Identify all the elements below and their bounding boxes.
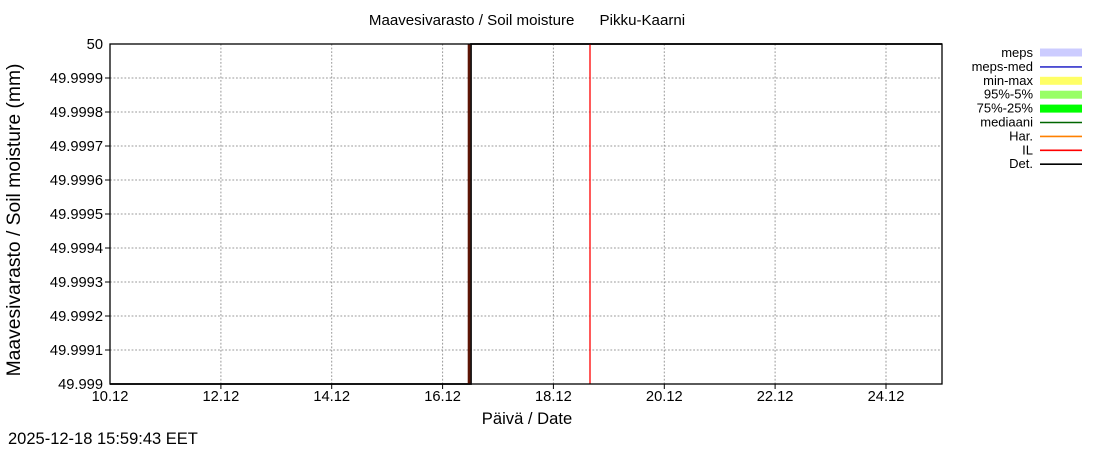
svg-text:20.12: 20.12 bbox=[646, 389, 683, 405]
svg-text:12.12: 12.12 bbox=[203, 389, 240, 405]
svg-text:75%-25%: 75%-25% bbox=[977, 101, 1034, 116]
svg-text:18.12: 18.12 bbox=[535, 389, 572, 405]
svg-text:49.9996: 49.9996 bbox=[50, 173, 103, 189]
svg-text:Maavesivarasto / Soil moisture: Maavesivarasto / Soil moisture (mm) bbox=[4, 64, 25, 377]
svg-text:49.9999: 49.9999 bbox=[50, 71, 103, 87]
svg-text:min-max: min-max bbox=[983, 73, 1033, 88]
svg-text:2025-12-18 15:59:43 EET: 2025-12-18 15:59:43 EET bbox=[8, 430, 198, 448]
svg-text:Maavesivarasto / Soil moisture: Maavesivarasto / Soil moisture Pikku-Kaa… bbox=[369, 12, 685, 29]
svg-text:50: 50 bbox=[87, 37, 103, 53]
svg-text:mediaani: mediaani bbox=[980, 115, 1033, 130]
svg-text:meps: meps bbox=[1001, 45, 1033, 60]
svg-text:49.9995: 49.9995 bbox=[50, 207, 103, 223]
svg-text:14.12: 14.12 bbox=[313, 389, 350, 405]
svg-text:16.12: 16.12 bbox=[424, 389, 461, 405]
svg-text:22.12: 22.12 bbox=[757, 389, 794, 405]
svg-text:IL: IL bbox=[1022, 142, 1033, 157]
svg-text:Har.: Har. bbox=[1009, 128, 1033, 143]
svg-text:Det.: Det. bbox=[1009, 156, 1033, 171]
svg-text:49.9991: 49.9991 bbox=[50, 343, 103, 359]
svg-text:49.9993: 49.9993 bbox=[50, 275, 103, 291]
svg-text:49.9994: 49.9994 bbox=[50, 241, 103, 257]
svg-text:49.9997: 49.9997 bbox=[50, 139, 103, 155]
svg-text:24.12: 24.12 bbox=[868, 389, 905, 405]
svg-text:49.9998: 49.9998 bbox=[50, 105, 103, 121]
svg-text:95%-5%: 95%-5% bbox=[984, 87, 1034, 102]
svg-text:10.12: 10.12 bbox=[92, 389, 129, 405]
svg-text:Päivä / Date: Päivä / Date bbox=[482, 409, 572, 428]
svg-text:49.9992: 49.9992 bbox=[50, 309, 103, 325]
svg-text:meps-med: meps-med bbox=[972, 59, 1033, 74]
